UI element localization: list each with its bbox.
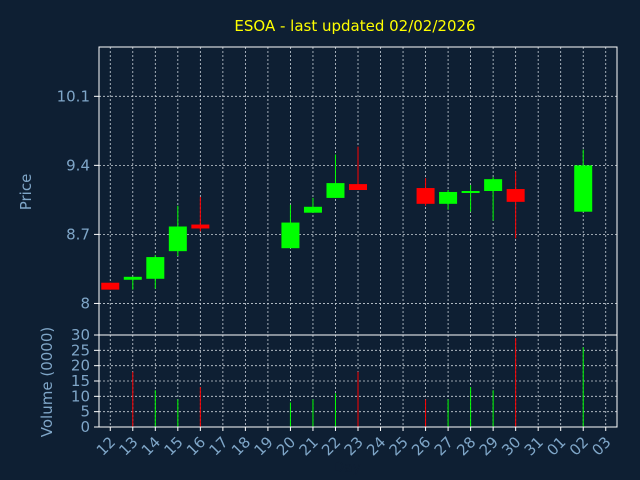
volume-plot-frame [98, 334, 618, 428]
volume-tick-label: 15 [71, 372, 90, 390]
candle-body [303, 206, 322, 213]
price-tick-label: 10.1 [57, 87, 90, 105]
candle-body [123, 276, 142, 280]
volume-tick-label: 10 [71, 387, 90, 405]
candle-body [484, 179, 503, 191]
volume-tick-label: 5 [80, 403, 90, 421]
volume-tick-label: 0 [80, 418, 90, 436]
chart-title: ESOA - last updated 02/02/2026 [234, 17, 475, 35]
candle-body [506, 189, 525, 202]
candle-body [461, 191, 480, 193]
price-tick-label: 8.7 [66, 225, 90, 243]
volume-tick-label: 25 [71, 341, 90, 359]
candle-body [416, 188, 435, 204]
price-axis-label: Price [17, 174, 35, 211]
candle-body [101, 282, 120, 290]
candle-body [349, 184, 367, 191]
price-tick-label: 9.4 [66, 156, 90, 174]
candle-body [439, 191, 458, 204]
candle-body [574, 165, 593, 212]
price-tick-label: 8 [80, 294, 90, 312]
price-panel: 8 8.7 9.4 10.1 [57, 46, 618, 336]
candle-body [191, 224, 210, 229]
day-axis-label: Day [333, 460, 361, 476]
volume-tick-label: 20 [71, 357, 90, 375]
candle-body [168, 226, 187, 252]
volume-tick-label: 30 [71, 326, 90, 344]
candle-body [146, 257, 165, 279]
volume-axis-label: Volume (0000) [38, 327, 56, 437]
candle-body [281, 222, 300, 249]
candle-body [326, 183, 345, 198]
